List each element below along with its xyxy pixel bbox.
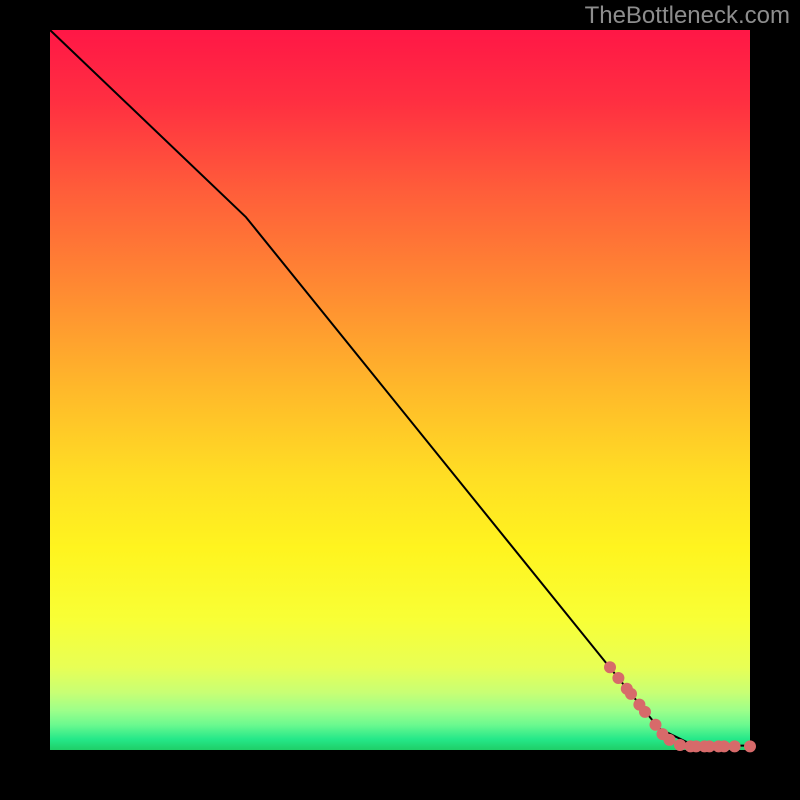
data-marker [729, 740, 741, 752]
data-marker [639, 706, 651, 718]
data-marker [718, 740, 730, 752]
watermark-text: TheBottleneck.com [585, 2, 790, 30]
data-marker [625, 688, 637, 700]
data-marker [664, 734, 676, 746]
data-marker [744, 740, 756, 752]
data-marker [674, 739, 686, 751]
plot-background [50, 30, 750, 750]
data-marker [612, 672, 624, 684]
chart-stage: TheBottleneck.com [0, 0, 800, 800]
data-marker [604, 661, 616, 673]
chart-svg [0, 0, 800, 800]
